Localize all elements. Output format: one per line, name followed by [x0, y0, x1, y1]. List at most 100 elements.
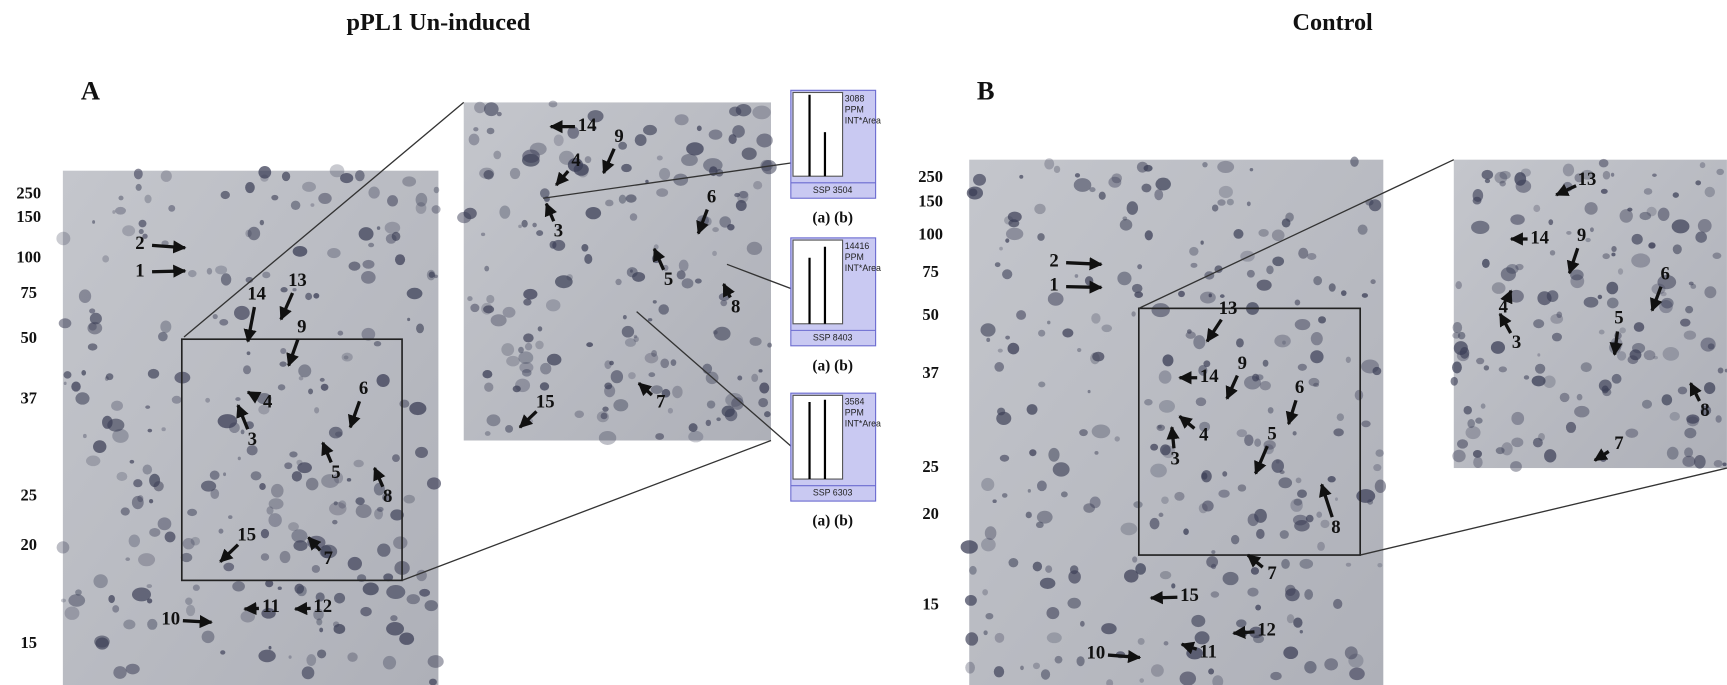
protein-spot: [615, 279, 621, 285]
protein-spot: [172, 396, 182, 404]
protein-spot: [56, 232, 70, 245]
protein-spot: [1054, 166, 1060, 173]
protein-spot: [1047, 321, 1050, 325]
protein-spot: [1452, 450, 1465, 462]
protein-spot: [1458, 332, 1466, 339]
protein-spot: [1077, 348, 1081, 352]
protein-spot: [93, 574, 107, 588]
protein-spot: [523, 299, 531, 306]
protein-spot: [1079, 429, 1088, 436]
protein-spot: [505, 425, 513, 433]
protein-spot: [234, 306, 250, 320]
protein-spot: [243, 365, 251, 374]
spot-label: 7: [324, 548, 333, 569]
protein-spot: [1307, 253, 1316, 260]
protein-spot: [1002, 269, 1012, 279]
spot-label: 1: [135, 260, 144, 281]
protein-spot: [994, 362, 1004, 372]
protein-spot: [725, 393, 743, 407]
protein-spot: [521, 220, 527, 228]
mw-marker: 50: [922, 305, 939, 324]
protein-spot: [1304, 589, 1313, 600]
protein-spot: [469, 134, 480, 146]
protein-spot: [202, 631, 215, 643]
protein-spot: [1544, 449, 1556, 462]
inset-plot: [793, 240, 843, 324]
protein-spot: [251, 471, 262, 480]
protein-spot: [1499, 366, 1507, 372]
protein-spot: [1282, 341, 1286, 345]
protein-spot: [1349, 667, 1365, 680]
protein-spot: [611, 370, 623, 383]
protein-spot: [68, 594, 85, 607]
protein-spot: [1154, 189, 1163, 200]
protein-spot: [1704, 286, 1716, 298]
spot-label: 8: [383, 486, 392, 507]
protein-spot: [296, 460, 302, 466]
protein-spot: [1601, 189, 1608, 194]
protein-spot: [1150, 518, 1160, 529]
protein-spot: [1485, 179, 1490, 184]
protein-spot: [1533, 205, 1540, 212]
protein-spot: [1511, 412, 1524, 425]
protein-spot: [399, 400, 409, 408]
protein-spot: [756, 134, 772, 148]
inset-unit: PPM: [845, 252, 864, 262]
protein-spot: [1019, 175, 1023, 179]
protein-spot: [538, 326, 543, 331]
protein-spot: [1150, 444, 1158, 451]
protein-spot: [994, 666, 1004, 677]
protein-spot: [668, 408, 673, 414]
protein-spot: [407, 318, 410, 321]
protein-spot: [671, 359, 677, 366]
protein-spot: [392, 232, 401, 241]
protein-spot: [1256, 529, 1265, 539]
protein-spot: [1236, 338, 1244, 347]
protein-spot: [1251, 567, 1259, 575]
protein-spot: [83, 434, 87, 438]
protein-spot: [510, 168, 520, 179]
protein-spot: [1297, 490, 1307, 498]
protein-spot: [111, 401, 123, 411]
protein-spot: [999, 247, 1003, 251]
protein-spot: [493, 151, 501, 160]
protein-spot: [147, 619, 157, 630]
protein-spot: [1694, 455, 1706, 469]
spot-arrow: [1172, 427, 1174, 448]
protein-spot: [1191, 263, 1198, 268]
protein-spot: [1088, 390, 1091, 393]
protein-spot: [1680, 319, 1690, 327]
protein-spot: [1460, 347, 1470, 359]
protein-spot: [1285, 585, 1296, 596]
protein-spot: [1311, 332, 1323, 345]
protein-spot: [126, 664, 140, 675]
spot-label: 3: [1512, 332, 1521, 353]
protein-spot: [965, 632, 978, 645]
protein-spot: [1178, 291, 1185, 297]
protein-spot: [1091, 313, 1100, 324]
protein-spot: [106, 373, 113, 380]
protein-spot: [982, 589, 988, 595]
protein-spot: [221, 273, 231, 285]
protein-spot: [344, 356, 349, 360]
protein-spot: [1560, 393, 1570, 402]
protein-spot: [599, 431, 616, 445]
spot-label: 14: [1200, 366, 1219, 387]
protein-spot: [334, 593, 345, 604]
protein-spot: [643, 125, 657, 135]
protein-spot: [259, 483, 266, 490]
protein-spot: [657, 156, 663, 161]
inset-metric: INT*Area: [845, 263, 881, 273]
spot-label: 6: [1295, 377, 1304, 398]
protein-spot: [604, 383, 612, 390]
protein-spot: [1272, 229, 1285, 241]
protein-spot: [660, 358, 669, 368]
protein-spot: [1144, 399, 1153, 405]
protein-spot: [1556, 311, 1562, 318]
protein-spot: [716, 417, 720, 421]
protein-spot: [1272, 459, 1284, 473]
protein-spot: [374, 509, 383, 520]
protein-spot: [1602, 253, 1609, 259]
spot-label: 11: [262, 596, 280, 617]
spot-label: 14: [578, 115, 597, 136]
